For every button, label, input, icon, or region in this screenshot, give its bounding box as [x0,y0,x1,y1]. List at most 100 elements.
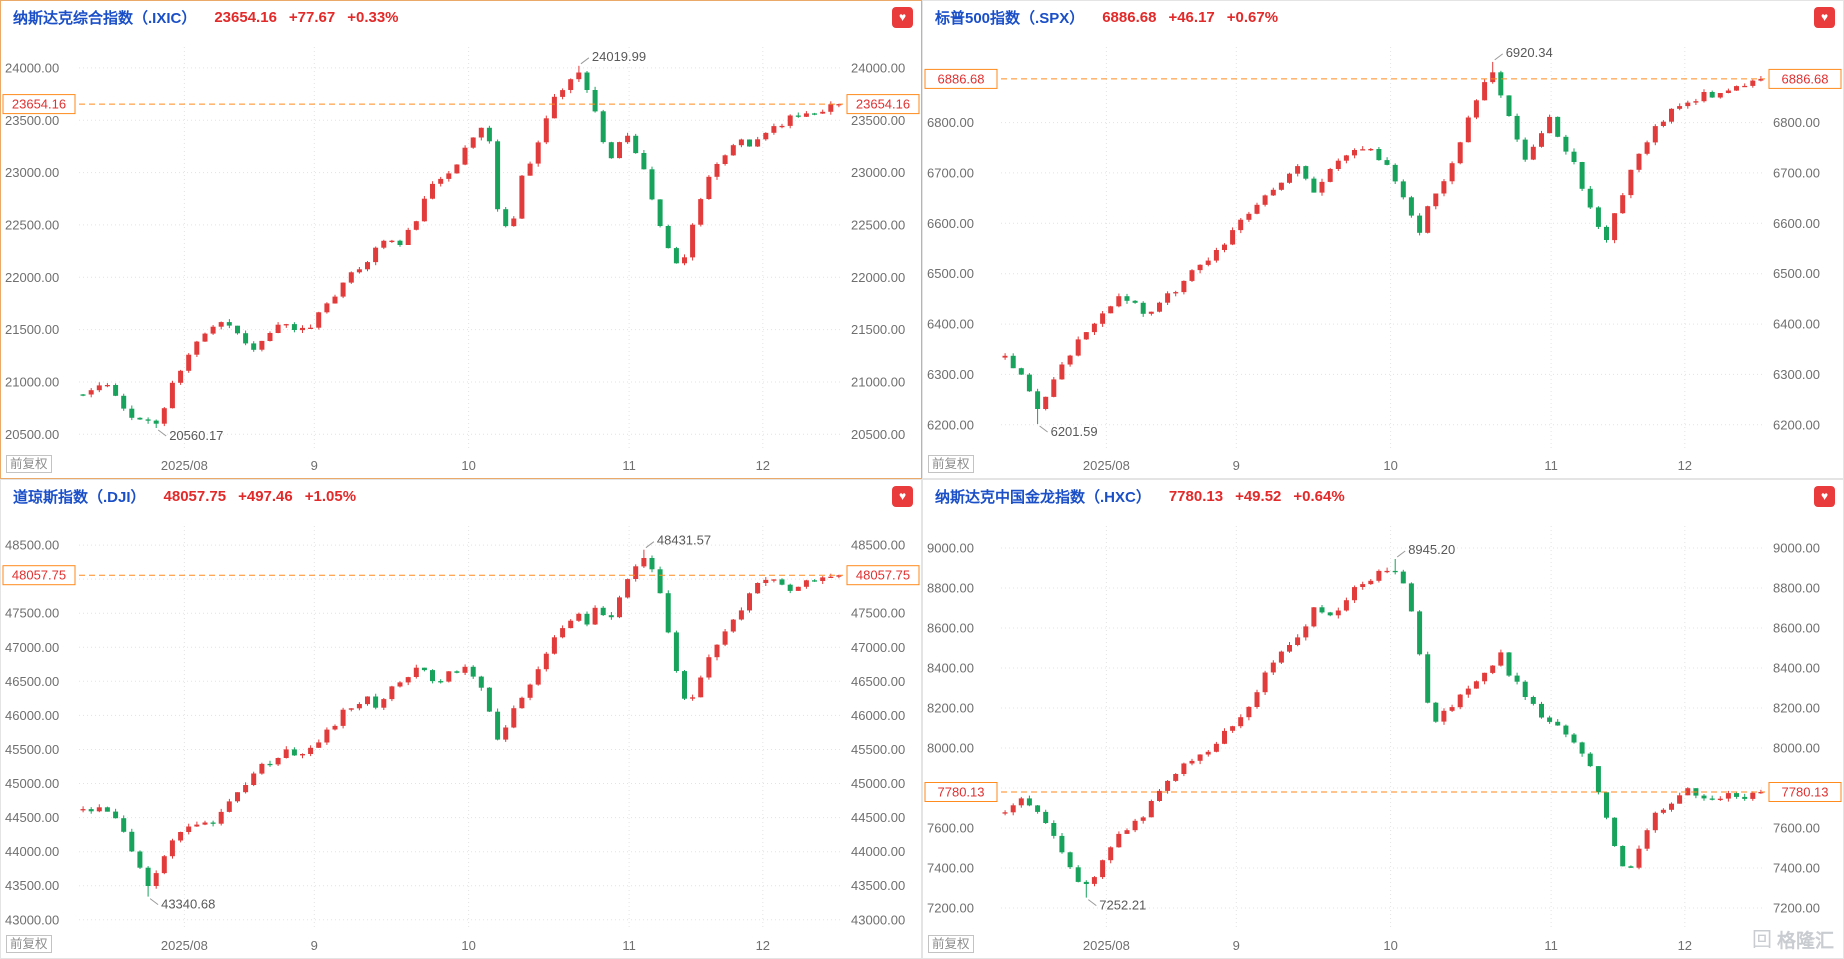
svg-text:21500.00: 21500.00 [851,322,905,337]
heart-icon[interactable]: ♥ [1814,485,1835,507]
svg-text:23654.16: 23654.16 [12,97,66,112]
heart-icon[interactable]: ♥ [892,6,913,28]
svg-text:12: 12 [1678,458,1692,473]
watermark-text: 格隆汇 [1776,931,1834,952]
svg-text:23654.16: 23654.16 [856,97,910,112]
last-price: 48057.75 [163,487,227,505]
svg-text:2025/08: 2025/08 [161,938,208,953]
price-change-percent: +0.64% [1293,487,1345,505]
candlestick-chart-dji[interactable]: 2025/08910111248500.0048500.0048000.0048… [1,512,921,958]
price-change-percent: +1.05% [304,487,357,505]
chart-header-ixic: 纳斯达克综合指数（.IXIC） 23654.16 +77.67 +0.33% ♥ [1,1,921,33]
svg-text:43000.00: 43000.00 [5,912,59,927]
heart-icon[interactable]: ♥ [1814,6,1835,28]
svg-text:6300.00: 6300.00 [1773,367,1820,382]
svg-text:21500.00: 21500.00 [5,322,59,337]
svg-text:48057.75: 48057.75 [12,568,66,583]
price-change-percent: +0.67% [1226,8,1279,26]
svg-text:44500.00: 44500.00 [851,810,905,825]
svg-text:6300.00: 6300.00 [927,367,974,382]
svg-text:6700.00: 6700.00 [927,165,974,180]
svg-text:43340.68: 43340.68 [161,897,215,912]
svg-text:7200.00: 7200.00 [927,901,974,916]
svg-text:8400.00: 8400.00 [927,661,974,676]
svg-text:23000.00: 23000.00 [851,165,905,180]
svg-text:21000.00: 21000.00 [5,375,59,390]
svg-text:11: 11 [622,938,636,953]
index-name[interactable]: 标普500指数（.SPX） [935,9,1085,27]
svg-text:48500.00: 48500.00 [5,538,59,553]
index-name[interactable]: 纳斯达克中国金龙指数（.HXC） [935,488,1151,506]
svg-text:45000.00: 45000.00 [851,776,905,791]
adjust-mode-button[interactable]: 前复权 [6,935,52,953]
last-price: 23654.16 [214,8,277,26]
last-price: 7780.13 [1168,487,1224,505]
svg-text:48500.00: 48500.00 [851,538,905,553]
svg-text:8600.00: 8600.00 [1773,621,1820,636]
svg-text:45500.00: 45500.00 [5,742,59,757]
chart-header-dji: 道琼斯指数（.DJI） 48057.75 +497.46 +1.05% ♥ [1,480,921,512]
panel-ixic: 纳斯达克综合指数（.IXIC） 23654.16 +77.67 +0.33% ♥… [0,0,922,479]
svg-text:11: 11 [1544,938,1558,953]
svg-text:6200.00: 6200.00 [1773,417,1820,432]
svg-text:46500.00: 46500.00 [5,674,59,689]
svg-text:22000.00: 22000.00 [5,270,59,285]
adjust-mode-button[interactable]: 前复权 [928,935,974,953]
svg-text:9000.00: 9000.00 [927,541,974,556]
svg-text:10: 10 [1383,458,1397,473]
svg-text:6800.00: 6800.00 [1773,115,1820,130]
svg-text:43500.00: 43500.00 [5,878,59,893]
svg-text:22000.00: 22000.00 [851,270,905,285]
svg-text:44500.00: 44500.00 [5,810,59,825]
svg-text:23500.00: 23500.00 [5,113,59,128]
svg-text:48431.57: 48431.57 [657,533,711,548]
panel-spx: 标普500指数（.SPX） 6886.68 +46.17 +0.67% ♥ 20… [922,0,1844,479]
svg-text:7200.00: 7200.00 [1773,901,1820,916]
svg-text:6500.00: 6500.00 [1773,266,1820,281]
candlestick-chart-hxc[interactable]: 2025/08 9 10 11 12 9000.00 9000.00 8800.00 8800.… [923,512,1843,958]
svg-text:11: 11 [1544,458,1558,473]
svg-text:48057.75: 48057.75 [856,568,910,583]
svg-text:2025/08: 2025/08 [161,458,208,473]
svg-text:9000.00: 9000.00 [1773,541,1820,556]
svg-text:47500.00: 47500.00 [851,606,905,621]
svg-text:44000.00: 44000.00 [5,844,59,859]
svg-text:6600.00: 6600.00 [1773,216,1820,231]
svg-text:24000.00: 24000.00 [5,60,59,75]
svg-text:2025/08: 2025/08 [1083,938,1130,953]
last-price: 6886.68 [1102,8,1157,26]
svg-text:24000.00: 24000.00 [851,60,905,75]
svg-text:6886.68: 6886.68 [938,71,985,86]
svg-text:9: 9 [311,938,318,953]
index-name[interactable]: 纳斯达克综合指数（.IXIC） [13,9,197,27]
candlestick-chart-spx[interactable]: 2025/08 9 10 11 12 6800.00 6800.00 6700.00 6700.… [923,33,1843,478]
price-change: +77.67 [288,8,336,26]
svg-text:20560.17: 20560.17 [169,428,223,443]
svg-text:10: 10 [1383,938,1397,953]
svg-text:10: 10 [461,458,475,473]
adjust-mode-button[interactable]: 前复权 [928,455,974,473]
svg-text:8800.00: 8800.00 [927,581,974,596]
svg-text:8800.00: 8800.00 [1773,581,1820,596]
svg-text:8945.20: 8945.20 [1408,542,1455,557]
svg-text:46000.00: 46000.00 [851,708,905,723]
svg-text:8400.00: 8400.00 [1773,661,1820,676]
plot-area-ixic: 2025/08 9 10 11 12 24000.00 24000.00 23500.00 23… [1,33,921,478]
svg-text:6500.00: 6500.00 [927,266,974,281]
svg-text:6201.59: 6201.59 [1051,424,1098,439]
svg-text:8000.00: 8000.00 [927,741,974,756]
svg-text:7780.13: 7780.13 [1782,785,1829,800]
panel-hxc: 纳斯达克中国金龙指数（.HXC） 7780.13 +49.52 +0.64% ♥… [922,479,1844,959]
adjust-mode-button[interactable]: 前复权 [6,455,52,473]
svg-text:46000.00: 46000.00 [5,708,59,723]
svg-text:8200.00: 8200.00 [1773,701,1820,716]
heart-icon[interactable]: ♥ [892,485,913,507]
svg-text:12: 12 [756,938,770,953]
plot-area-spx: 2025/08 9 10 11 12 6800.00 6800.00 6700.00 6700.… [923,33,1843,478]
svg-text:6200.00: 6200.00 [927,417,974,432]
svg-text:44000.00: 44000.00 [851,844,905,859]
index-name[interactable]: 道琼斯指数（.DJI） [13,488,146,506]
svg-text:24019.99: 24019.99 [592,49,646,64]
